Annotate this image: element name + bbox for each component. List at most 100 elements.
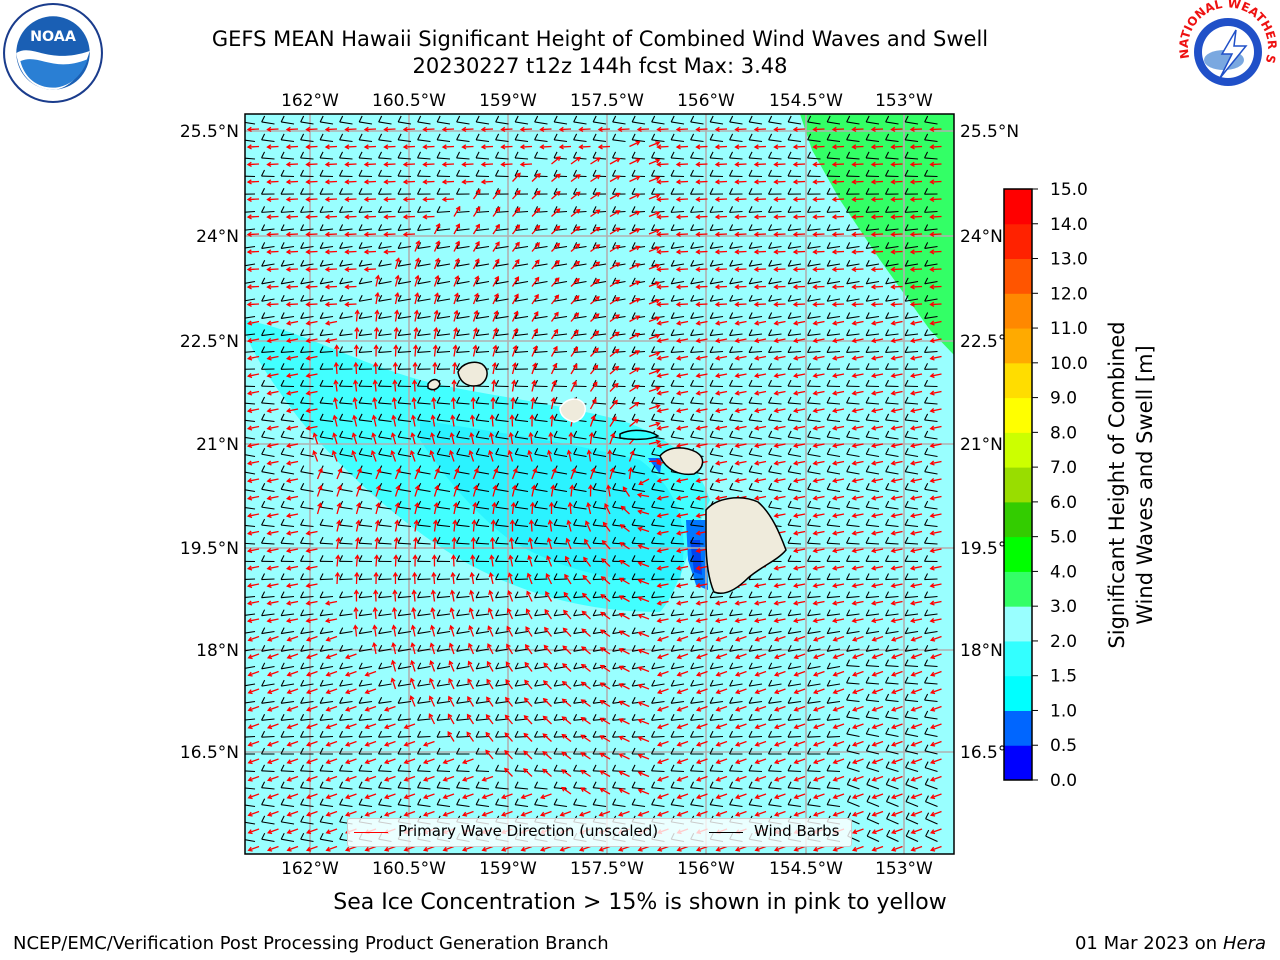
- wind-barb: [865, 379, 880, 388]
- wave-direction-arrow: [648, 141, 661, 148]
- wind-barb: [245, 312, 256, 319]
- wind-barb: [319, 832, 334, 843]
- wind-barb: [261, 483, 275, 493]
- wind-barb: [261, 832, 275, 843]
- wind-barb: [924, 795, 938, 808]
- wind-barb: [378, 277, 392, 285]
- wind-barb: [261, 379, 275, 388]
- wind-barb: [729, 133, 743, 143]
- wind-barb: [534, 500, 548, 510]
- wind-barb: [924, 312, 938, 320]
- wave-direction-arrow: [324, 161, 338, 168]
- wind-barb: [690, 555, 704, 563]
- wind-barb: [904, 536, 919, 545]
- wind-barb: [300, 379, 314, 388]
- wave-direction-arrow: [773, 126, 786, 133]
- wave-direction-arrow: [648, 193, 661, 200]
- wind-barb: [397, 730, 412, 738]
- wind-barb: [514, 591, 529, 599]
- wave-direction-arrow: [512, 172, 521, 182]
- wave-direction-arrow: [929, 126, 942, 133]
- wave-direction-arrow: [675, 231, 689, 238]
- wind-barb: [885, 115, 899, 125]
- wind-barb: [417, 242, 431, 249]
- wind-barb: [709, 798, 724, 808]
- wind-barb: [245, 537, 256, 545]
- wind-barb: [885, 761, 899, 773]
- wave-direction-arrow: [714, 126, 728, 133]
- wind-barb: [807, 798, 821, 808]
- wind-barb: [339, 169, 353, 178]
- wind-barb: [904, 396, 919, 405]
- wind-barb: [885, 206, 899, 213]
- wind-barb: [787, 206, 802, 213]
- wind-barb: [807, 312, 821, 320]
- wave-direction-arrow: [266, 231, 279, 238]
- wave-direction-arrow: [648, 176, 661, 183]
- wind-barb: [397, 294, 412, 302]
- wind-barb: [534, 447, 548, 458]
- wind-barb: [319, 798, 334, 808]
- wind-barb: [748, 591, 763, 599]
- wind-barb: [846, 151, 860, 160]
- wind-barb: [885, 413, 899, 423]
- wind-barb: [280, 591, 295, 599]
- wind-barb: [514, 396, 529, 405]
- wind-barb: [456, 151, 470, 160]
- wind-barb: [729, 645, 743, 652]
- wind-barb: [261, 662, 275, 670]
- wind-barb: [436, 730, 451, 738]
- wave-direction-arrow: [890, 231, 903, 238]
- wind-barb: [748, 714, 763, 721]
- wind-barb: [924, 447, 938, 458]
- wind-barb: [924, 169, 938, 178]
- wind-barb: [670, 133, 685, 143]
- wind-barb: [631, 133, 646, 143]
- wind-barb: [924, 710, 938, 720]
- wave-direction-arrow: [324, 196, 338, 203]
- wind-barb: [846, 187, 860, 195]
- wave-direction-arrow: [422, 161, 435, 168]
- wind-barb: [280, 396, 295, 405]
- wave-direction-arrow: [551, 190, 561, 200]
- wind-barb: [748, 169, 763, 178]
- wind-barb: [534, 413, 548, 423]
- wind-barb: [319, 346, 334, 354]
- lat-tick-left: 21°N: [196, 435, 239, 455]
- wind-barb: [514, 379, 529, 388]
- wind-barb: [924, 676, 938, 685]
- wave-direction-arrow: [648, 228, 661, 235]
- wind-barb: [397, 346, 412, 354]
- lee-inner-region: [420, 420, 684, 581]
- wind-barb: [280, 346, 295, 354]
- wind-barb: [280, 277, 295, 285]
- wind-barb: [631, 536, 646, 545]
- wave-direction-arrow: [266, 144, 279, 150]
- wind-barb: [319, 645, 334, 652]
- wind-barb: [300, 312, 314, 320]
- wind-barb: [397, 224, 412, 232]
- wind-barb: [826, 259, 841, 267]
- wave-direction-arrow: [285, 161, 299, 168]
- colorbar-segment: [1004, 258, 1032, 294]
- wind-barb: [378, 697, 392, 704]
- wave-direction-arrow: [402, 144, 416, 150]
- wind-barb: [924, 744, 938, 755]
- wind-barb: [495, 536, 509, 545]
- wind-barb: [807, 277, 821, 285]
- wave-direction-arrow: [831, 161, 845, 168]
- wave-direction-arrow: [500, 126, 513, 133]
- wave-direction-arrow: [519, 126, 533, 133]
- wave-direction-arrow: [519, 161, 533, 168]
- wind-barb: [280, 798, 295, 808]
- wind-barb: [787, 714, 802, 721]
- wind-barb: [885, 645, 899, 652]
- wind-barb: [339, 259, 353, 267]
- wind-barb: [768, 500, 782, 510]
- wind-barb: [865, 430, 880, 440]
- wind-barb: [924, 206, 938, 213]
- wind-barb: [904, 169, 919, 178]
- wind-barb: [300, 609, 314, 617]
- wind-barb: [397, 662, 412, 670]
- wind-barb: [280, 312, 295, 320]
